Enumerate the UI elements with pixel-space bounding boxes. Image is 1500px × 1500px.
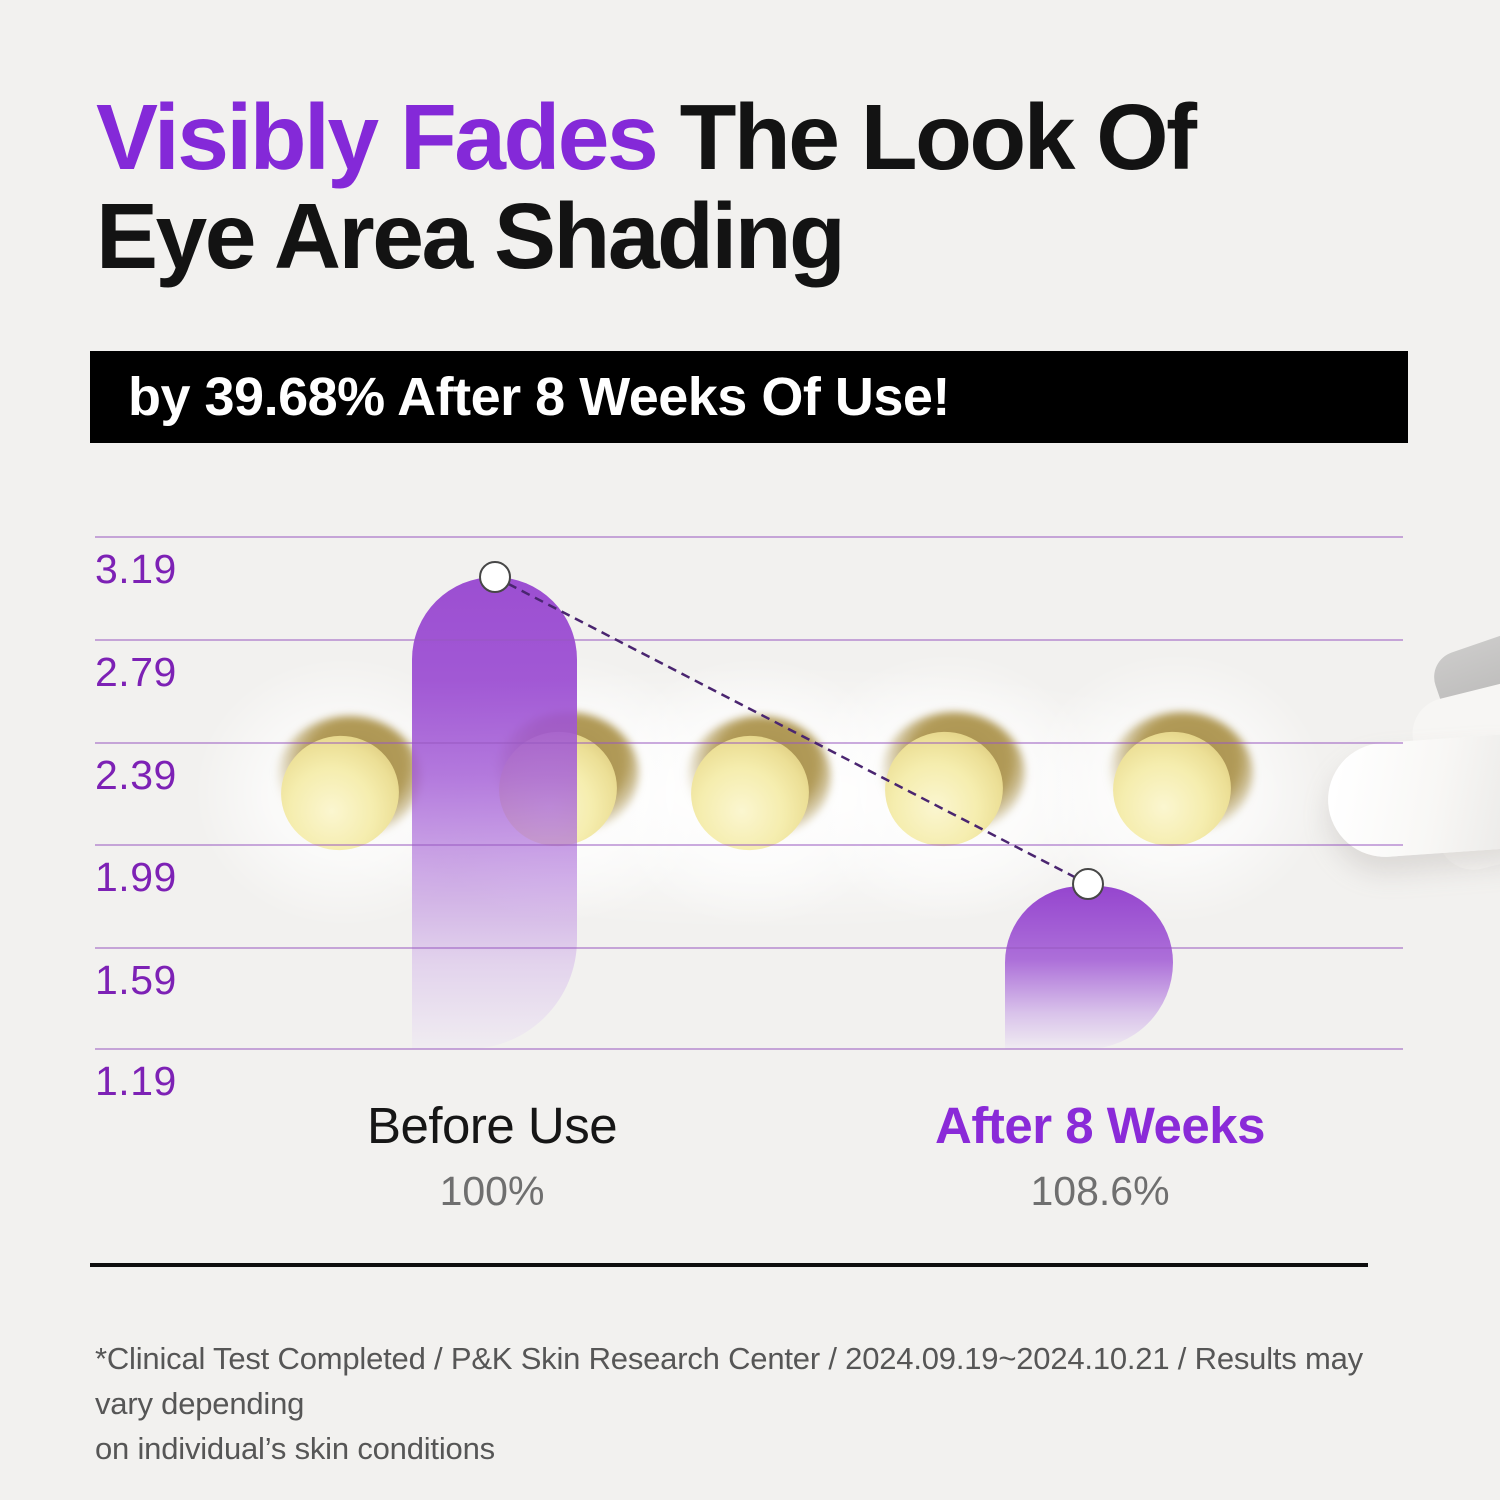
category-label-after: After 8 Weeks — [935, 1097, 1265, 1154]
footnote-line1: *Clinical Test Completed / P&K Skin Rese… — [95, 1341, 1363, 1421]
capsule-photo — [680, 716, 831, 862]
gridline — [95, 947, 1403, 949]
title-line2: Eye Area Shading — [96, 184, 846, 288]
applicator-tip-photo — [1324, 733, 1500, 861]
footnote: *Clinical Test Completed / P&K Skin Rese… — [95, 1336, 1425, 1471]
title-rest: The Look Of — [656, 85, 1197, 189]
footer-divider — [90, 1263, 1368, 1267]
y-tick-label: 1.99 — [95, 854, 177, 900]
y-tick-label: 3.19 — [95, 546, 177, 592]
y-tick-label: 1.19 — [95, 1058, 177, 1104]
title-highlight: Visibly Fades — [96, 85, 659, 189]
capsule-photo — [1102, 712, 1253, 858]
percent-label-before: 100% — [439, 1168, 545, 1214]
gridline — [95, 639, 1403, 641]
y-tick-label: 2.79 — [95, 649, 177, 695]
y-tick-label: 2.39 — [95, 752, 177, 798]
percent-label-after: 108.6% — [1030, 1168, 1170, 1214]
footnote-line2: on individual’s skin conditions — [95, 1431, 495, 1466]
title-line1: Visibly Fades The Look Of — [96, 85, 1197, 189]
bar-before-use — [412, 577, 577, 1049]
stat-banner: by 39.68% After 8 Weeks Of Use! — [90, 351, 1408, 443]
capsule-photo — [874, 712, 1025, 858]
bar-after-8-weeks — [1005, 886, 1173, 1049]
gridline — [95, 844, 1403, 846]
page-title: Visibly Fades The Look Of Eye Area Shadi… — [96, 85, 1197, 288]
category-label-before: Before Use — [366, 1097, 618, 1154]
y-tick-label: 1.59 — [95, 957, 177, 1003]
gridline — [95, 742, 1403, 744]
stat-banner-text: by 39.68% After 8 Weeks Of Use! — [128, 367, 950, 427]
gridline — [95, 1048, 1403, 1050]
gridline — [95, 536, 1403, 538]
capsule-photo — [270, 716, 421, 862]
